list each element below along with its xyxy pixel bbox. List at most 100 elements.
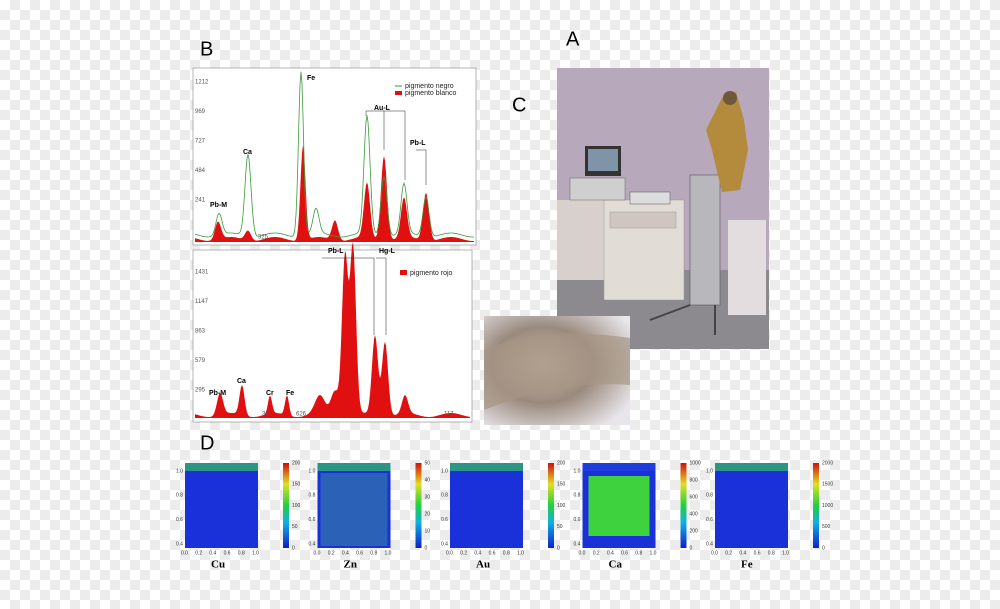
map-x-tick: 0.8: [768, 550, 775, 556]
panel-label: A: [566, 28, 580, 50]
map-x-tick: 0.2: [195, 550, 202, 556]
map-x-tick: 0.8: [238, 550, 245, 556]
map-x-tick: 0.0: [181, 550, 188, 556]
map-x-tick: 0.6: [621, 550, 628, 556]
map-band: [185, 463, 258, 471]
y-tick-label: 863: [195, 329, 206, 335]
map-y-tick: 0.4: [309, 541, 316, 547]
colorbar-label: 10: [425, 528, 431, 534]
colorbar: [813, 463, 819, 548]
photo: [557, 68, 769, 349]
colorbar: [548, 463, 554, 548]
map-y-tick: 1.0: [176, 468, 183, 474]
peak-label: Pb-L: [410, 140, 426, 147]
colorbar: [283, 463, 289, 548]
map-y-tick: 1.0: [574, 468, 581, 474]
panel-label: D: [200, 432, 214, 454]
peak-label: Ca: [237, 378, 246, 385]
spectrum-fill: [195, 145, 474, 242]
map-region: [588, 476, 650, 536]
y-tick-label: 1431: [195, 270, 209, 276]
colorbar-label: 1000: [690, 460, 701, 466]
y-tick-label: 241: [195, 198, 206, 204]
map-y-tick: 0.8: [706, 493, 713, 499]
map-y-tick: 1.0: [309, 468, 316, 474]
peak-bracket: [322, 257, 375, 335]
y-tick-label: 295: [195, 388, 206, 394]
legend-label: pigmento rojo: [410, 270, 453, 277]
map-y-tick: 0.6: [176, 517, 183, 523]
colorbar-label: 50: [292, 524, 298, 530]
map-y-tick: 1.0: [441, 468, 448, 474]
map-x-tick: 1.0: [385, 550, 392, 556]
y-tick-label: 727: [195, 139, 206, 145]
y-tick-label: 1147: [195, 299, 209, 305]
map-x-tick: 0.0: [711, 550, 718, 556]
legend-swatch: [400, 270, 407, 275]
map-y-tick: 0.8: [176, 493, 183, 499]
colorbar-label: 30: [425, 494, 431, 500]
maps: 1.00.80.60.40.0 0.2 0.4 0.6 0.8 1.02001501005…: [176, 460, 833, 570]
x-tick-label: 117: [444, 412, 454, 418]
colorbar-label: 400: [690, 511, 699, 517]
colorbar-label: 200: [690, 528, 699, 534]
x-tick-label: 325: [258, 235, 269, 241]
peak-bracket: [376, 257, 387, 335]
peak-label: Au-L: [374, 105, 391, 112]
map-element: Cu: [211, 559, 225, 571]
colorbar-label: 50: [557, 524, 563, 530]
map-x-tick: 1.0: [252, 550, 259, 556]
colorbar-label: 1000: [822, 503, 833, 509]
map-x-tick: 1.0: [650, 550, 657, 556]
colorbar-label: 0: [557, 545, 560, 551]
peak-label: Cr: [266, 390, 274, 397]
map-element: Au: [476, 559, 490, 571]
map-y-tick: 0.8: [441, 493, 448, 499]
colorbar-label: 150: [292, 482, 301, 488]
map-x-tick: 0.2: [328, 550, 335, 556]
map-x-tick: 0.6: [489, 550, 496, 556]
map-band: [582, 463, 656, 471]
panel-label: C: [512, 94, 526, 116]
micrograph-layer: [484, 333, 630, 410]
colorbar: [680, 463, 687, 548]
map-x-tick: 0.8: [635, 550, 642, 556]
colorbar-label: 2000: [822, 460, 833, 466]
colorbar-label: 0: [690, 545, 693, 551]
spectra: 1212 969 727 484 241 1431 1147 863 579 295 325 36 62…: [194, 71, 474, 418]
map-band: [450, 463, 523, 471]
map-texture: [320, 473, 388, 546]
map-x-tick: 0.8: [370, 550, 377, 556]
map-image: [450, 463, 523, 548]
map-element: Ca: [609, 559, 623, 571]
colorbar-label: 600: [690, 494, 699, 500]
map-x-tick: 0.2: [460, 550, 467, 556]
map-x-tick: 0.4: [607, 550, 614, 556]
colorbar-label: 0: [822, 545, 825, 551]
legend-label: pigmento negro: [405, 83, 454, 90]
colorbar-label: 20: [425, 511, 431, 517]
peak-label: Fe: [286, 390, 294, 397]
map-x-tick: 0.4: [209, 550, 216, 556]
legend-swatch: [395, 91, 402, 95]
spectrum-fill: [195, 242, 470, 418]
map-x-tick: 1.0: [782, 550, 789, 556]
map-y-tick: 1.0: [706, 468, 713, 474]
colorbar: [415, 463, 422, 548]
peak-label: Ca: [243, 149, 252, 156]
map-x-tick: 0.4: [739, 550, 746, 556]
legend-label: pigmento blanco: [405, 90, 456, 97]
peak-bracket: [416, 149, 427, 185]
map-x-tick: 0.0: [579, 550, 586, 556]
y-tick-label: 484: [195, 168, 206, 174]
spectrum-frame: [192, 249, 473, 423]
map-y-tick: 0.6: [441, 517, 448, 523]
map-x-tick: 0.0: [314, 550, 321, 556]
map-image: [715, 463, 788, 548]
map-band: [317, 463, 391, 471]
map-image: [185, 463, 258, 548]
map-y-tick: 0.6: [309, 517, 316, 523]
y-tick-label: 1212: [195, 80, 209, 86]
map-x-tick: 0.2: [725, 550, 732, 556]
colorbar-label: 40: [425, 477, 431, 483]
